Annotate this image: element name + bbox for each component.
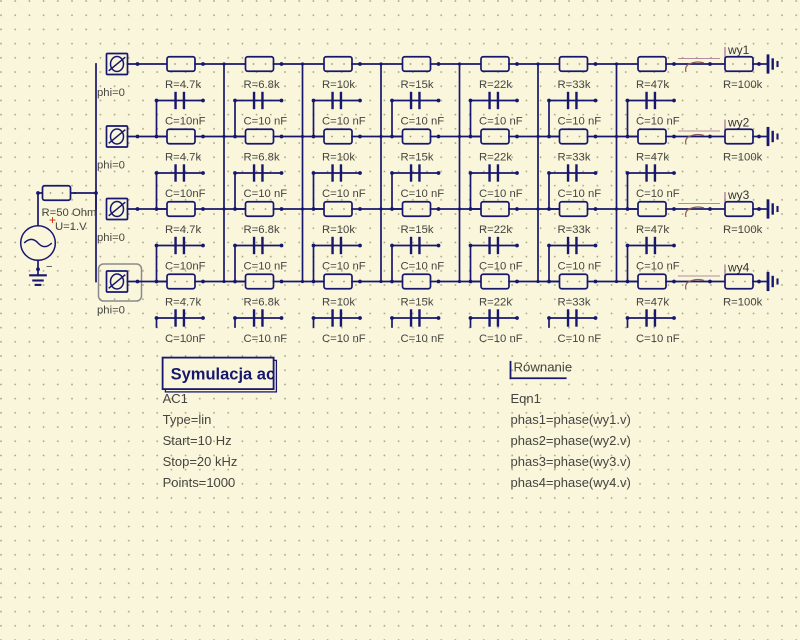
- svg-text:C=10 nF: C=10 nF: [479, 333, 523, 345]
- svg-text:phi=0: phi=0: [97, 87, 125, 99]
- svg-text:Type=lin: Type=lin: [163, 412, 212, 427]
- svg-text:C=10 nF: C=10 nF: [558, 116, 602, 128]
- svg-text:C=10nF: C=10nF: [165, 261, 206, 273]
- svg-text:U=1.V: U=1.V: [55, 221, 87, 233]
- svg-text:C=10 nF: C=10 nF: [244, 333, 288, 345]
- svg-text:R=15k: R=15k: [401, 297, 434, 309]
- svg-text:R=47k: R=47k: [636, 152, 669, 164]
- svg-text:C=10 nF: C=10 nF: [636, 261, 680, 273]
- svg-text:C=10 nF: C=10 nF: [401, 188, 445, 200]
- svg-text:C=10nF: C=10nF: [165, 116, 206, 128]
- svg-text:R=33k: R=33k: [558, 297, 591, 309]
- svg-text:R=22k: R=22k: [479, 152, 512, 164]
- svg-text:phas3=phase(wy3.v): phas3=phase(wy3.v): [511, 454, 631, 469]
- svg-text:AC1: AC1: [163, 391, 188, 406]
- svg-text:C=10 nF: C=10 nF: [558, 261, 602, 273]
- svg-text:−: −: [46, 261, 52, 273]
- svg-text:phas2=phase(wy2.v): phas2=phase(wy2.v): [511, 433, 631, 448]
- svg-text:C=10 nF: C=10 nF: [244, 116, 288, 128]
- svg-text:R=47k: R=47k: [636, 79, 669, 91]
- svg-text:R=4.7k: R=4.7k: [165, 297, 201, 309]
- svg-text:C=10 nF: C=10 nF: [322, 188, 366, 200]
- svg-text:C=10 nF: C=10 nF: [479, 116, 523, 128]
- svg-text:C=10 nF: C=10 nF: [322, 261, 366, 273]
- svg-text:C=10 nF: C=10 nF: [558, 188, 602, 200]
- svg-text:R=6.8k: R=6.8k: [244, 152, 280, 164]
- svg-text:Równanie: Równanie: [514, 360, 573, 375]
- svg-text:R=10k: R=10k: [322, 297, 355, 309]
- svg-text:wy2: wy2: [727, 116, 750, 130]
- svg-text:R=100k: R=100k: [723, 152, 763, 164]
- svg-text:phas4=phase(wy4.v): phas4=phase(wy4.v): [511, 475, 631, 490]
- svg-text:R=47k: R=47k: [636, 297, 669, 309]
- svg-text:C=10 nF: C=10 nF: [322, 116, 366, 128]
- svg-text:C=10 nF: C=10 nF: [636, 188, 680, 200]
- svg-text:R=33k: R=33k: [558, 224, 591, 236]
- svg-text:wy1: wy1: [727, 43, 750, 57]
- svg-text:R=10k: R=10k: [322, 79, 355, 91]
- svg-text:C=10 nF: C=10 nF: [244, 188, 288, 200]
- svg-text:C=10 nF: C=10 nF: [322, 333, 366, 345]
- svg-text:R=4.7k: R=4.7k: [165, 152, 201, 164]
- svg-text:R=100k: R=100k: [723, 79, 763, 91]
- svg-text:C=10 nF: C=10 nF: [401, 116, 445, 128]
- svg-text:R=15k: R=15k: [401, 152, 434, 164]
- svg-text:R=6.8k: R=6.8k: [244, 224, 280, 236]
- svg-text:C=10 nF: C=10 nF: [558, 333, 602, 345]
- svg-text:C=10 nF: C=10 nF: [636, 333, 680, 345]
- svg-text:R=22k: R=22k: [479, 79, 512, 91]
- svg-text:phas1=phase(wy1.v): phas1=phase(wy1.v): [511, 412, 631, 427]
- svg-text:R=22k: R=22k: [479, 297, 512, 309]
- svg-text:R=100k: R=100k: [723, 297, 763, 309]
- svg-text:phi=0: phi=0: [97, 305, 125, 317]
- svg-text:R=4.7k: R=4.7k: [165, 79, 201, 91]
- svg-text:R=33k: R=33k: [558, 152, 591, 164]
- svg-text:R=10k: R=10k: [322, 152, 355, 164]
- svg-text:R=15k: R=15k: [401, 79, 434, 91]
- svg-text:R=22k: R=22k: [479, 224, 512, 236]
- svg-text:wy4: wy4: [727, 261, 750, 275]
- svg-text:C=10 nF: C=10 nF: [401, 333, 445, 345]
- svg-text:R=15k: R=15k: [401, 224, 434, 236]
- svg-text:C=10 nF: C=10 nF: [401, 261, 445, 273]
- svg-text:R=6.8k: R=6.8k: [244, 297, 280, 309]
- svg-text:C=10 nF: C=10 nF: [244, 261, 288, 273]
- svg-text:C=10 nF: C=10 nF: [479, 261, 523, 273]
- svg-text:Symulacja ac: Symulacja ac: [171, 366, 276, 384]
- svg-text:R=10k: R=10k: [322, 224, 355, 236]
- svg-text:C=10 nF: C=10 nF: [479, 188, 523, 200]
- svg-text:Stop=20 kHz: Stop=20 kHz: [163, 454, 238, 469]
- svg-text:Eqn1: Eqn1: [511, 391, 541, 406]
- svg-text:phi=0: phi=0: [97, 160, 125, 172]
- svg-text:R=4.7k: R=4.7k: [165, 224, 201, 236]
- svg-text:C=10nF: C=10nF: [165, 333, 206, 345]
- svg-text:wy3: wy3: [727, 188, 750, 202]
- svg-text:Start=10 Hz: Start=10 Hz: [163, 433, 232, 448]
- svg-text:R=100k: R=100k: [723, 224, 763, 236]
- svg-text:C=10nF: C=10nF: [165, 188, 206, 200]
- svg-text:C=10 nF: C=10 nF: [636, 116, 680, 128]
- svg-text:phi=0: phi=0: [97, 232, 125, 244]
- svg-text:R=47k: R=47k: [636, 224, 669, 236]
- svg-text:Points=1000: Points=1000: [163, 475, 236, 490]
- svg-text:R=6.8k: R=6.8k: [244, 79, 280, 91]
- svg-text:R=33k: R=33k: [558, 79, 591, 91]
